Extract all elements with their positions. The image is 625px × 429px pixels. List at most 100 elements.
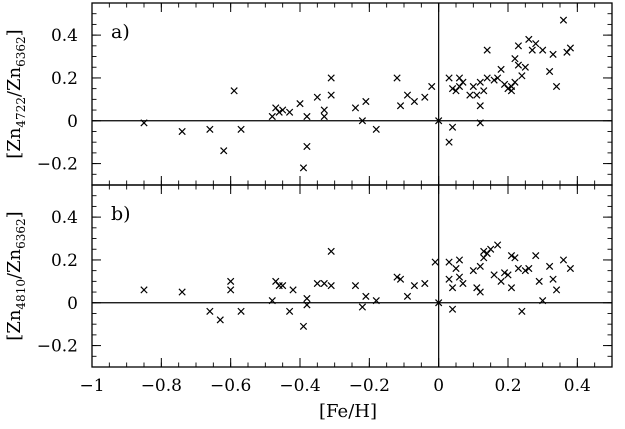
data-point [327,282,335,290]
data-point [504,271,512,279]
data-point [403,292,412,300]
data-point [206,125,214,133]
y-axis-label-part: [Zn [4,309,25,341]
data-point [559,16,568,24]
data-point-stroke [393,74,401,82]
data-point [396,102,405,110]
data-point [525,264,533,273]
data-point-stroke [448,284,457,292]
data-point-stroke [504,271,512,279]
data-point [320,106,328,114]
data-point-stroke [504,85,512,93]
data-point-stroke [216,316,224,324]
data-point-stroke [514,264,523,273]
data-point-stroke [372,296,380,305]
data-point [507,252,516,260]
data-point-stroke [206,307,214,315]
data-point [518,72,526,80]
data-point [476,78,484,86]
data-point-stroke [469,267,477,275]
data-point-stroke [507,252,516,260]
data-point [372,125,380,133]
data-point-stroke [566,264,575,273]
data-point [532,252,540,260]
data-point [511,55,519,63]
data-point [480,247,488,256]
data-point-stroke [279,282,287,290]
x-tick-label: 0.4 [564,376,591,396]
data-point [497,277,505,285]
data-point-stroke [539,46,547,54]
data-point [518,307,526,315]
data-point [268,112,276,121]
data-point-stroke [327,247,335,256]
data-point-stroke [327,282,335,290]
data-point-stroke [559,16,568,24]
data-point-stroke [237,125,245,133]
data-point [448,85,457,93]
data-point [493,241,502,249]
data-point-stroke [275,108,283,116]
data-point [237,125,245,133]
data-point-stroke [303,294,311,303]
data-point [448,305,457,313]
y-axis-label-subscript: 6362 [14,36,28,67]
data-point-stroke [493,74,502,82]
data-point [466,91,474,99]
data-point [410,97,419,106]
y-axis-label-subscript: 4722 [14,97,28,128]
data-point [327,247,335,256]
data-point-stroke [476,78,484,86]
data-point-stroke [476,119,484,127]
panel-label: b) [111,203,131,225]
plot-frame [91,2,613,186]
data-point [535,277,543,285]
x-axis-label: [Fe/H] [319,401,377,422]
data-point-stroke [396,102,405,110]
data-point [514,264,523,273]
data-point [178,288,186,296]
data-point [227,286,235,294]
data-point [313,93,321,101]
data-point-stroke [448,85,457,93]
data-point [525,35,533,44]
data-point [358,117,367,125]
data-point [362,97,370,106]
y-axis-label-subscript: 4810 [14,279,28,310]
data-point [483,74,491,82]
data-point-stroke [511,78,519,86]
data-point [528,46,536,54]
data-point-stroke [566,44,575,52]
data-point [303,142,311,151]
data-point-stroke [421,279,429,288]
data-point-stroke [320,279,328,288]
data-point [393,273,401,281]
data-point [455,256,464,264]
y-tick-label: 0.2 [51,251,78,271]
data-point [206,307,214,315]
data-point-stroke [559,256,568,264]
data-point-stroke [296,100,304,108]
panel-label: a) [111,21,130,43]
data-point [268,296,276,305]
data-point-stroke [303,142,311,151]
data-point-stroke [528,46,536,54]
data-point-stroke [279,106,287,114]
data-point [480,87,488,95]
data-point [421,279,429,288]
data-point [230,87,238,95]
data-point [521,267,529,275]
data-point [358,303,367,311]
data-point-stroke [459,279,467,288]
data-point [473,91,481,99]
data-point-stroke [410,97,419,106]
data-point [469,82,477,91]
data-point-stroke [483,46,491,54]
data-point-stroke [518,72,526,80]
data-point [285,307,294,315]
data-point [552,286,561,294]
data-point [545,262,554,270]
data-point [532,40,540,48]
data-point-stroke [480,87,488,95]
data-point-stroke [403,91,412,99]
